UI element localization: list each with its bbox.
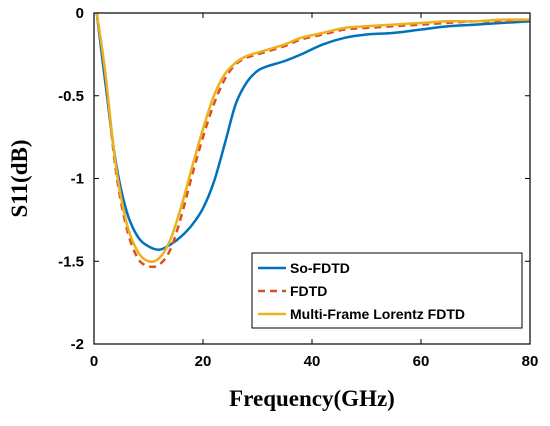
series-line-so-fdtd (95, 12, 531, 251)
tick-layer: 0 20 40 60 80 0 -0.5 -1 -1.5 -2 (58, 5, 538, 370)
legend-label-multi-frame-lorentz-fdtd: Multi-Frame Lorentz FDTD (290, 306, 465, 322)
x-tick-label: 20 (195, 353, 212, 370)
x-tick-label: 0 (90, 353, 98, 370)
y-tick-label: -1 (71, 171, 84, 188)
y-axis-title: S11(dB) (7, 140, 32, 218)
legend-box (251, 252, 523, 329)
legend-label-so-fdtd: So-FDTD (290, 260, 350, 276)
legend-label-fdtd: FDTD (290, 283, 327, 299)
x-tick-label: 80 (522, 353, 539, 370)
data-layer (95, 12, 531, 269)
y-tick-label: 0 (76, 5, 84, 22)
legend: So-FDTD FDTD Multi-Frame Lorentz FDTD (251, 252, 523, 329)
x-axis-title: Frequency(GHz) (229, 386, 395, 411)
series-line-multi-frame-lorentz-fdtd (95, 12, 531, 263)
y-tick-label: -0.5 (58, 88, 84, 105)
y-tick-label: -2 (71, 336, 84, 353)
x-tick-label: 40 (304, 353, 321, 370)
y-tick-label: -1.5 (58, 253, 84, 270)
x-tick-label: 60 (413, 353, 430, 370)
